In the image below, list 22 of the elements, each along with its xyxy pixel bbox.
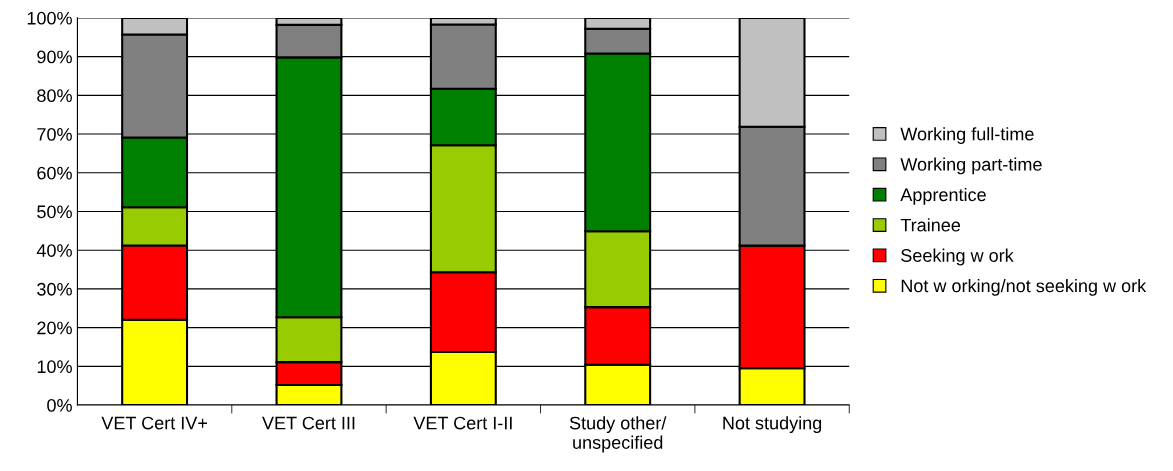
x-tick-label: VET Cert III bbox=[262, 416, 355, 430]
y-tick-label: 0% bbox=[47, 398, 72, 412]
legend-label: Seeking w ork bbox=[901, 248, 1014, 266]
y-tick-label: 10% bbox=[37, 360, 72, 374]
x-tick-label: Study other/ unspecified bbox=[569, 416, 667, 453]
y-tick-label: 80% bbox=[37, 89, 72, 103]
y-tick-label: 50% bbox=[37, 205, 72, 219]
x-tick-label: VET Cert IV+ bbox=[101, 416, 207, 430]
y-tick-label: 60% bbox=[37, 166, 72, 180]
legend-label: Not w orking/not seeking w ork bbox=[901, 279, 1147, 296]
legend-label: Apprentice bbox=[900, 187, 986, 205]
y-tick-label: 100% bbox=[27, 11, 72, 25]
y-tick-label: 90% bbox=[37, 50, 72, 64]
y-tick-label: 40% bbox=[36, 244, 72, 257]
y-tick-label: 70% bbox=[37, 127, 72, 141]
x-tick-label: Not studying bbox=[723, 416, 822, 433]
x-tick-label: VET Cert I-II bbox=[413, 416, 512, 430]
legend-label: Trainee bbox=[900, 218, 961, 232]
legend-label: Working part-time bbox=[900, 157, 1042, 175]
legend-label: Working full-time bbox=[900, 127, 1034, 144]
y-tick-label: 20% bbox=[37, 321, 72, 335]
y-tick-label: 30% bbox=[37, 282, 72, 296]
